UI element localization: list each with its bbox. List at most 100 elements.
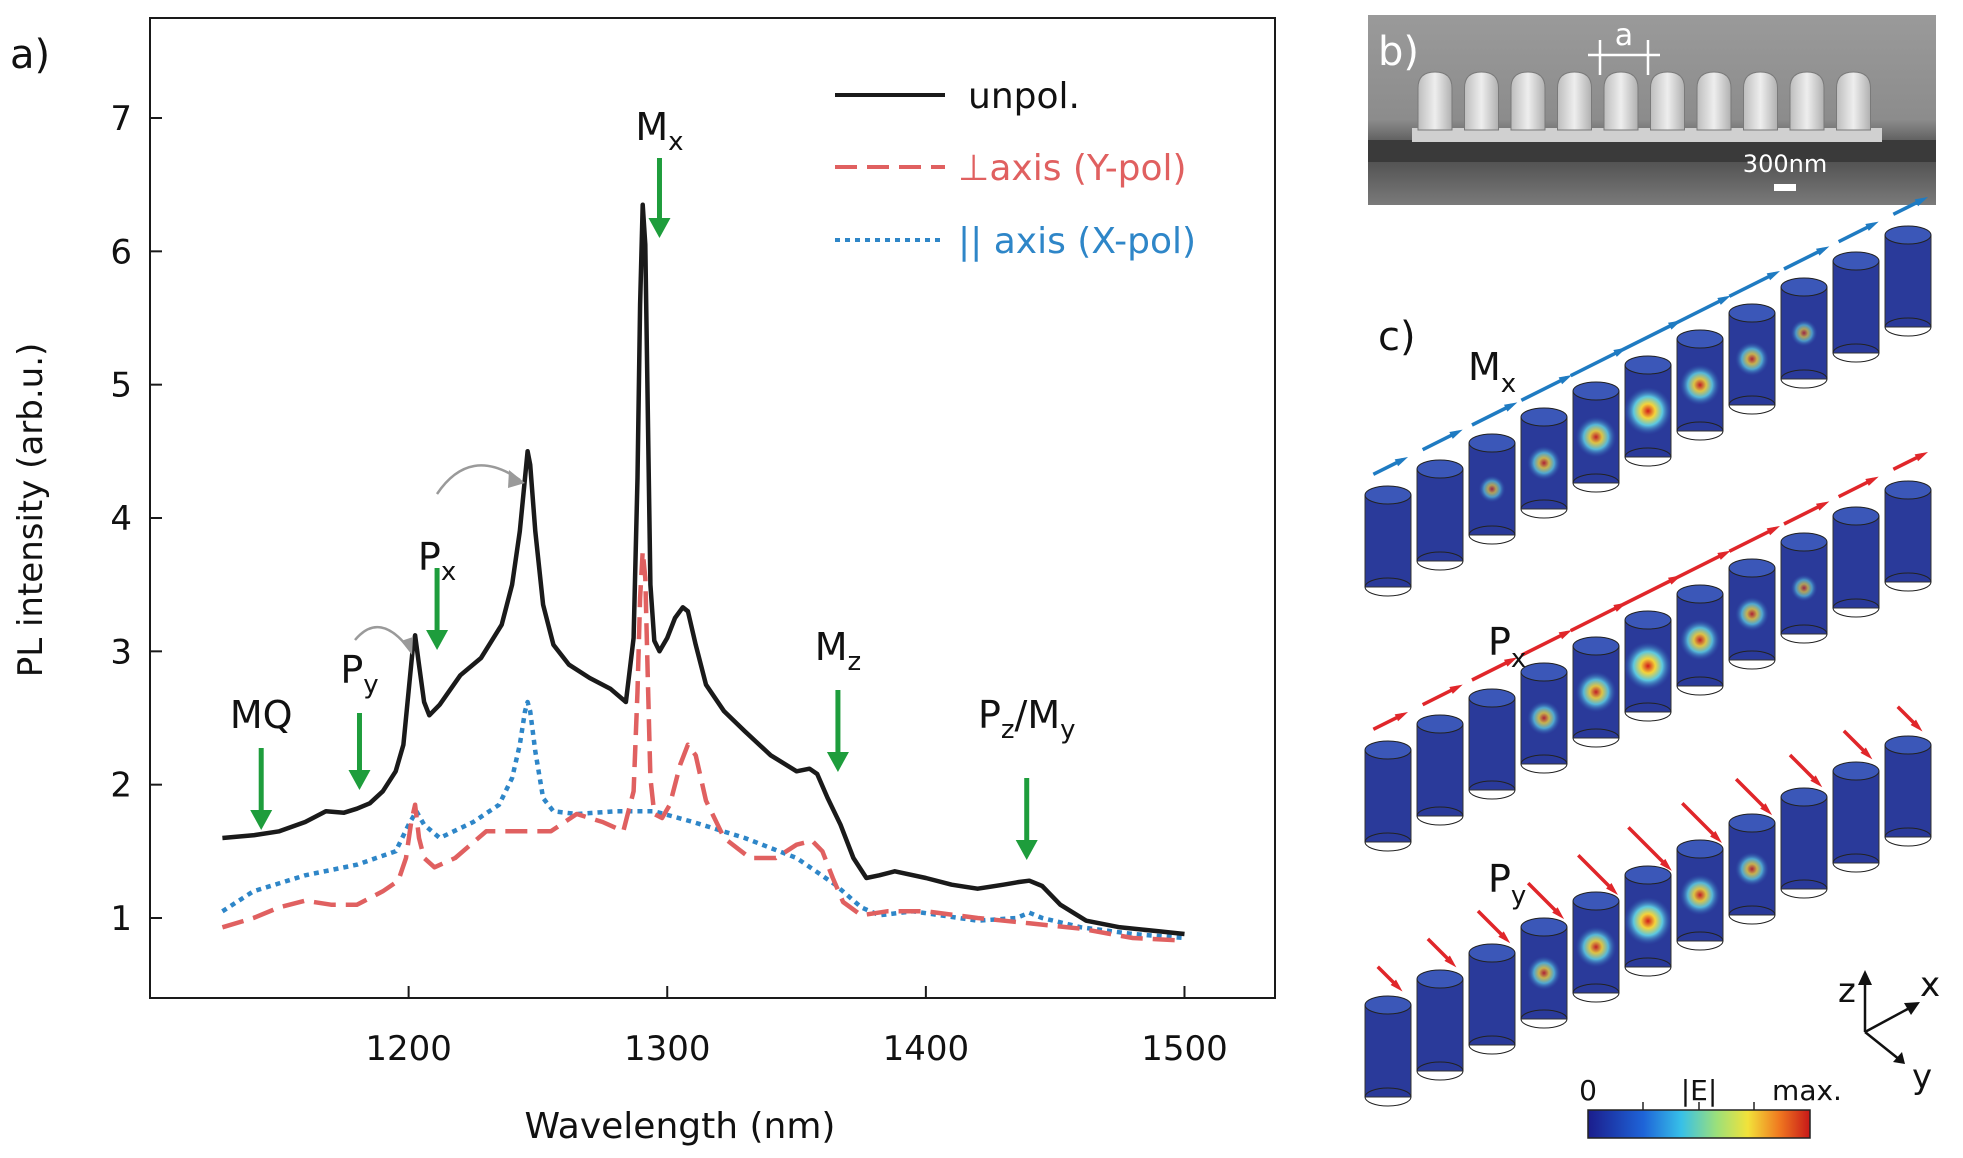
field-hotspot	[1735, 597, 1769, 631]
polarization-arrow	[1627, 826, 1669, 868]
cylinder-top	[1416, 969, 1464, 989]
x-axis-label: Wavelength (nm)	[525, 1106, 836, 1147]
cylinder-bottom	[1832, 853, 1880, 873]
polarization-arrow	[1471, 658, 1513, 682]
cylinder-body	[1780, 796, 1828, 890]
cylinder-body	[1832, 770, 1880, 864]
polarization-arrowhead	[1449, 684, 1463, 694]
polarization-arrowhead	[1394, 711, 1409, 722]
polarization-arrow	[1783, 247, 1825, 271]
field-map-cylinder	[1364, 965, 1412, 1107]
polarization-arrowhead	[1717, 295, 1731, 305]
polarization-arrowhead	[1504, 657, 1518, 667]
y-axis: 1 2 3 4 5 6 7	[110, 99, 162, 939]
series-ypol-line	[221, 549, 1185, 943]
cylinder-body	[1416, 978, 1464, 1072]
polarization-arrowhead	[1914, 196, 1929, 207]
cylinder-bottom	[1676, 931, 1724, 951]
cylinder-bottom	[1780, 879, 1828, 899]
cylinder-body	[1364, 494, 1412, 588]
field-hotspot	[1527, 701, 1561, 735]
sem-pillar	[1650, 71, 1685, 131]
field-hotspot	[1790, 574, 1818, 602]
cylinder-body	[1468, 952, 1516, 1046]
polarization-arrowhead	[1710, 831, 1722, 843]
cylinder-bottom	[1676, 421, 1724, 441]
sem-pillars	[1417, 71, 1871, 131]
polarization-arrowhead	[1865, 476, 1879, 486]
cylinder-body	[1884, 489, 1932, 583]
field-map-cylinder	[1569, 347, 1627, 493]
mode-arrowhead	[348, 770, 371, 790]
axis-z-label: z	[1838, 971, 1856, 1011]
mode-arrowhead	[426, 630, 449, 650]
cylinder-top	[1624, 355, 1672, 375]
cylinder-top	[1572, 381, 1620, 401]
field-hotspot	[1624, 387, 1672, 435]
sem-pillar	[1417, 71, 1453, 131]
field-map-cylinder	[1728, 525, 1781, 670]
cylinder-top	[1520, 662, 1568, 682]
polarization-arrowhead	[1552, 907, 1565, 920]
field-hotspot	[1790, 319, 1818, 347]
field-hotspot	[1679, 874, 1721, 916]
sem-pillar	[1789, 71, 1825, 131]
polarization-arrowhead	[1504, 402, 1518, 412]
legend-label-ypol: ⊥axis (Y-pol)	[958, 148, 1187, 189]
cylinder-bottom	[1780, 624, 1828, 644]
cylinder-bottom	[1416, 1061, 1464, 1081]
cylinder-top	[1676, 839, 1724, 859]
field-map-cylinder	[1468, 402, 1518, 545]
cylinder-bottom	[1520, 499, 1568, 519]
cylinder-top	[1780, 532, 1828, 552]
sem-pillar	[1836, 71, 1871, 131]
field-map-cylinder	[1673, 295, 1731, 441]
cylinder-top	[1728, 558, 1776, 578]
cylinder-body	[1468, 697, 1516, 791]
field-map-cylinder	[1520, 374, 1573, 519]
field-mode-label: Mx	[1468, 345, 1516, 399]
field-map-cylinder	[1673, 550, 1731, 696]
cylinder-top	[1676, 329, 1724, 349]
polarization-arrowhead	[1766, 525, 1781, 536]
y-tick-label: 3	[110, 632, 132, 672]
polarization-arrow	[1619, 321, 1677, 353]
cylinder-bottom	[1676, 676, 1724, 696]
sem-scale-bar	[1774, 184, 1796, 191]
field-hotspot	[1624, 642, 1672, 690]
field-map-cylinder	[1676, 802, 1724, 951]
cylinder-bottom	[1468, 525, 1516, 545]
cylinder-bottom	[1468, 780, 1516, 800]
sem-image: b) a 300nm	[1368, 15, 1936, 205]
cylinder-top	[1780, 787, 1828, 807]
x-tick-label: 1200	[365, 1029, 452, 1069]
cylinder-body	[1884, 744, 1932, 838]
polarization-arrow	[1673, 551, 1727, 581]
axis-y-label: y	[1912, 1057, 1932, 1097]
field-map-cylinder	[1520, 881, 1568, 1029]
field-map-cylinder	[1572, 854, 1620, 1003]
mode-label: Pz/My	[978, 693, 1076, 745]
mode-arrowhead	[826, 752, 849, 772]
field-map-cylinder	[1884, 196, 1932, 337]
sem-pillar	[1557, 71, 1592, 131]
cylinder-top	[1624, 610, 1672, 630]
py-curved-arrowhead	[401, 637, 413, 655]
cylinder-bottom	[1884, 572, 1932, 592]
cylinder-bottom	[1364, 832, 1412, 852]
polarization-arrowhead	[1449, 429, 1463, 439]
polarization-arrowhead	[1659, 858, 1672, 871]
cylinder-top	[1416, 714, 1464, 734]
polarization-arrowhead	[1760, 803, 1773, 816]
polarization-arrow	[1673, 296, 1727, 326]
cylinder-top	[1364, 485, 1412, 505]
polarization-arrowhead	[1717, 550, 1731, 560]
mode-arrowhead	[250, 810, 273, 830]
field-map-cylinder	[1468, 657, 1518, 800]
sem-pillar	[1696, 71, 1732, 131]
cylinder-top	[1520, 917, 1568, 937]
mode-label: Py	[340, 648, 378, 700]
cylinder-bottom	[1832, 598, 1880, 618]
z-axis-arrowhead	[1858, 970, 1872, 985]
field-hotspot	[1624, 897, 1672, 945]
